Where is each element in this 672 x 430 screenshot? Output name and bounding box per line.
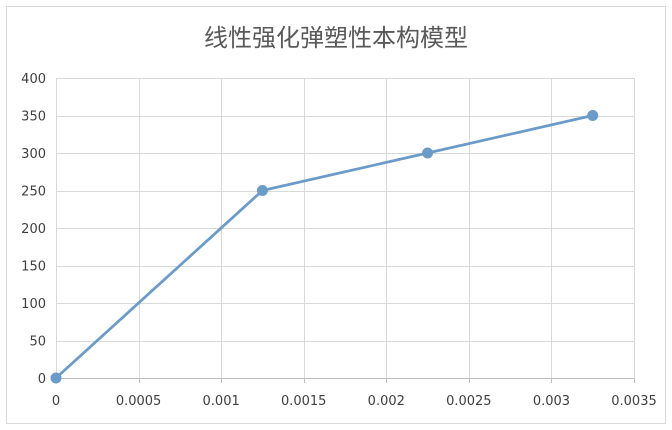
y-tick-label: 150 bbox=[21, 260, 46, 275]
x-tick-label: 0.0005 bbox=[116, 394, 162, 409]
data-point bbox=[587, 110, 599, 121]
data-point bbox=[256, 185, 268, 196]
y-axis-tick-labels: 0 50 100 150 200 250 300 350 400 bbox=[21, 72, 46, 387]
data-point bbox=[50, 372, 62, 384]
y-tick-label: 100 bbox=[21, 297, 46, 312]
y-tick-label: 0 bbox=[38, 372, 46, 387]
x-tick-label: 0.003 bbox=[533, 394, 570, 409]
x-tick-label: 0.0025 bbox=[446, 394, 492, 409]
series bbox=[50, 110, 599, 384]
x-tick-label: 0.002 bbox=[368, 394, 405, 409]
x-tick-label: 0.0035 bbox=[611, 394, 657, 409]
x-tick-label: 0.001 bbox=[203, 394, 240, 409]
x-tick-label: 0.0015 bbox=[281, 394, 327, 409]
x-axis-tick-labels: 0 0.0005 0.001 0.0015 0.002 0.0025 0.003 0.0035 bbox=[52, 394, 657, 409]
y-tick-label: 200 bbox=[21, 222, 46, 237]
x-tick-label: 0 bbox=[52, 394, 60, 409]
grid bbox=[56, 78, 635, 378]
chart-border bbox=[6, 6, 666, 424]
y-tick-label: 50 bbox=[29, 335, 46, 350]
y-tick-label: 400 bbox=[21, 72, 46, 87]
axes bbox=[55, 78, 635, 383]
y-tick-label: 250 bbox=[21, 185, 46, 200]
series-line bbox=[55, 114, 594, 380]
data-point bbox=[422, 147, 434, 159]
chart-title: 线性强化弹塑性本构模型 bbox=[204, 24, 468, 52]
y-tick-label: 350 bbox=[21, 110, 46, 125]
y-tick-label: 300 bbox=[21, 147, 46, 162]
